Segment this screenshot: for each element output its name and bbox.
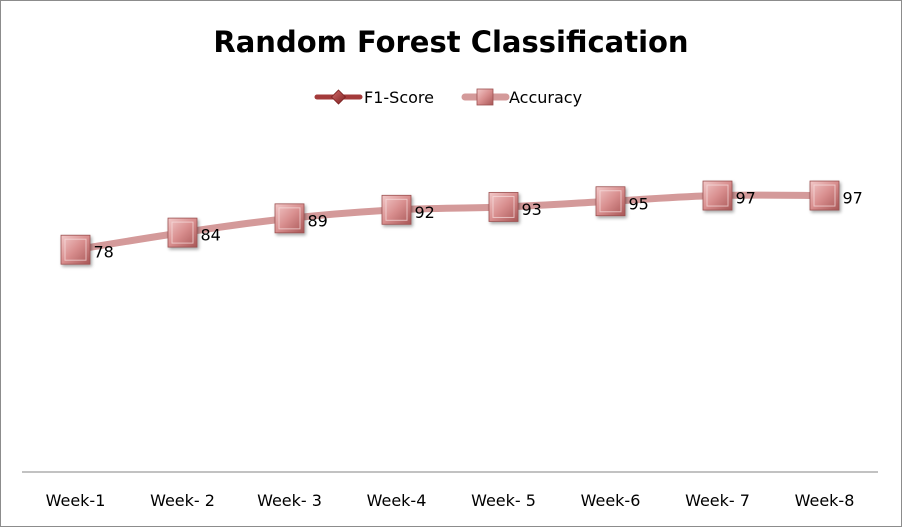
x-tick-label: Week- 7 <box>685 491 750 510</box>
series-accuracy <box>60 180 840 265</box>
data-label: 78 <box>94 243 114 262</box>
data-labels: 78 84 89 92 93 95 97 97 <box>94 189 863 262</box>
legend-label-f1-score: F1-Score <box>364 88 434 107</box>
data-label: 95 <box>629 194 649 213</box>
x-tick-label: Week-6 <box>581 491 641 510</box>
data-point-accuracy-bevel <box>813 184 836 207</box>
data-point-accuracy-bevel <box>385 198 408 221</box>
x-tick-label: Week-8 <box>795 491 855 510</box>
chart-title: Random Forest Classification <box>213 25 688 59</box>
data-label: 92 <box>415 203 435 222</box>
data-point-accuracy <box>381 194 412 225</box>
x-tick-label: Week- 2 <box>150 491 215 510</box>
x-tick-label: Week-4 <box>367 491 427 510</box>
legend: F1-Score Accuracy <box>314 88 582 107</box>
data-point-accuracy-bevel <box>492 195 515 218</box>
data-label: 84 <box>201 226 221 245</box>
data-point-accuracy <box>809 180 840 211</box>
data-point-accuracy <box>60 234 91 265</box>
data-label: 93 <box>522 200 542 219</box>
data-point-accuracy-bevel <box>599 190 622 213</box>
legend-marker-accuracy <box>476 88 494 106</box>
data-point-accuracy <box>274 203 305 234</box>
data-point-accuracy <box>595 186 626 217</box>
x-tick-label: Week- 3 <box>257 491 322 510</box>
x-axis-tick-labels: Week-1 Week- 2 Week- 3 Week-4 Week- 5 Week-6 W… <box>46 491 855 510</box>
x-tick-label: Week-1 <box>46 491 106 510</box>
legend-item-accuracy: Accuracy <box>461 88 582 107</box>
data-point-accuracy-bevel <box>64 238 87 261</box>
data-point-accuracy <box>488 192 519 222</box>
legend-label-accuracy: Accuracy <box>509 88 582 107</box>
data-label: 97 <box>736 189 756 208</box>
data-label: 89 <box>308 211 328 230</box>
data-point-accuracy-bevel <box>278 207 301 230</box>
data-point-accuracy-bevel <box>706 184 729 207</box>
data-label: 97 <box>843 189 863 208</box>
legend-marker-f1-score <box>330 89 347 105</box>
legend-item-f1-score: F1-Score <box>314 88 434 107</box>
x-tick-label: Week- 5 <box>471 491 536 510</box>
data-point-accuracy <box>167 217 198 248</box>
data-point-accuracy <box>702 180 733 211</box>
data-point-accuracy-bevel <box>171 221 194 244</box>
